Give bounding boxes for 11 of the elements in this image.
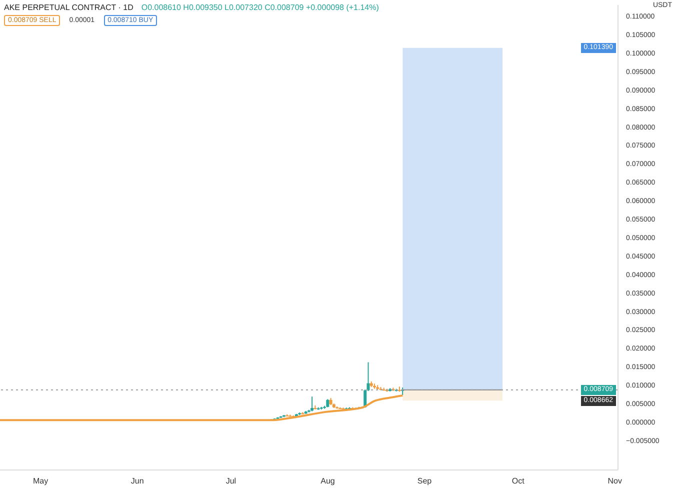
x-tick-label: Aug	[320, 476, 335, 486]
chart-subtitle: O0.008610 H0.009350 L0.007320 C0.008709 +0.000098 (+1.14%)	[141, 3, 379, 12]
x-tick-label: Oct	[512, 476, 526, 486]
line-series	[0, 394, 404, 422]
candlestick	[310, 396, 314, 412]
x-tick-label: Jun	[130, 476, 144, 486]
x-tick-label: May	[33, 476, 48, 486]
chart-title: AKE PERPETUAL CONTRACT · 1D	[4, 3, 134, 12]
x-tick-label: Sep	[417, 476, 432, 486]
x-tick-label: Jul	[226, 476, 236, 486]
x-tick-label: Nov	[608, 476, 622, 486]
